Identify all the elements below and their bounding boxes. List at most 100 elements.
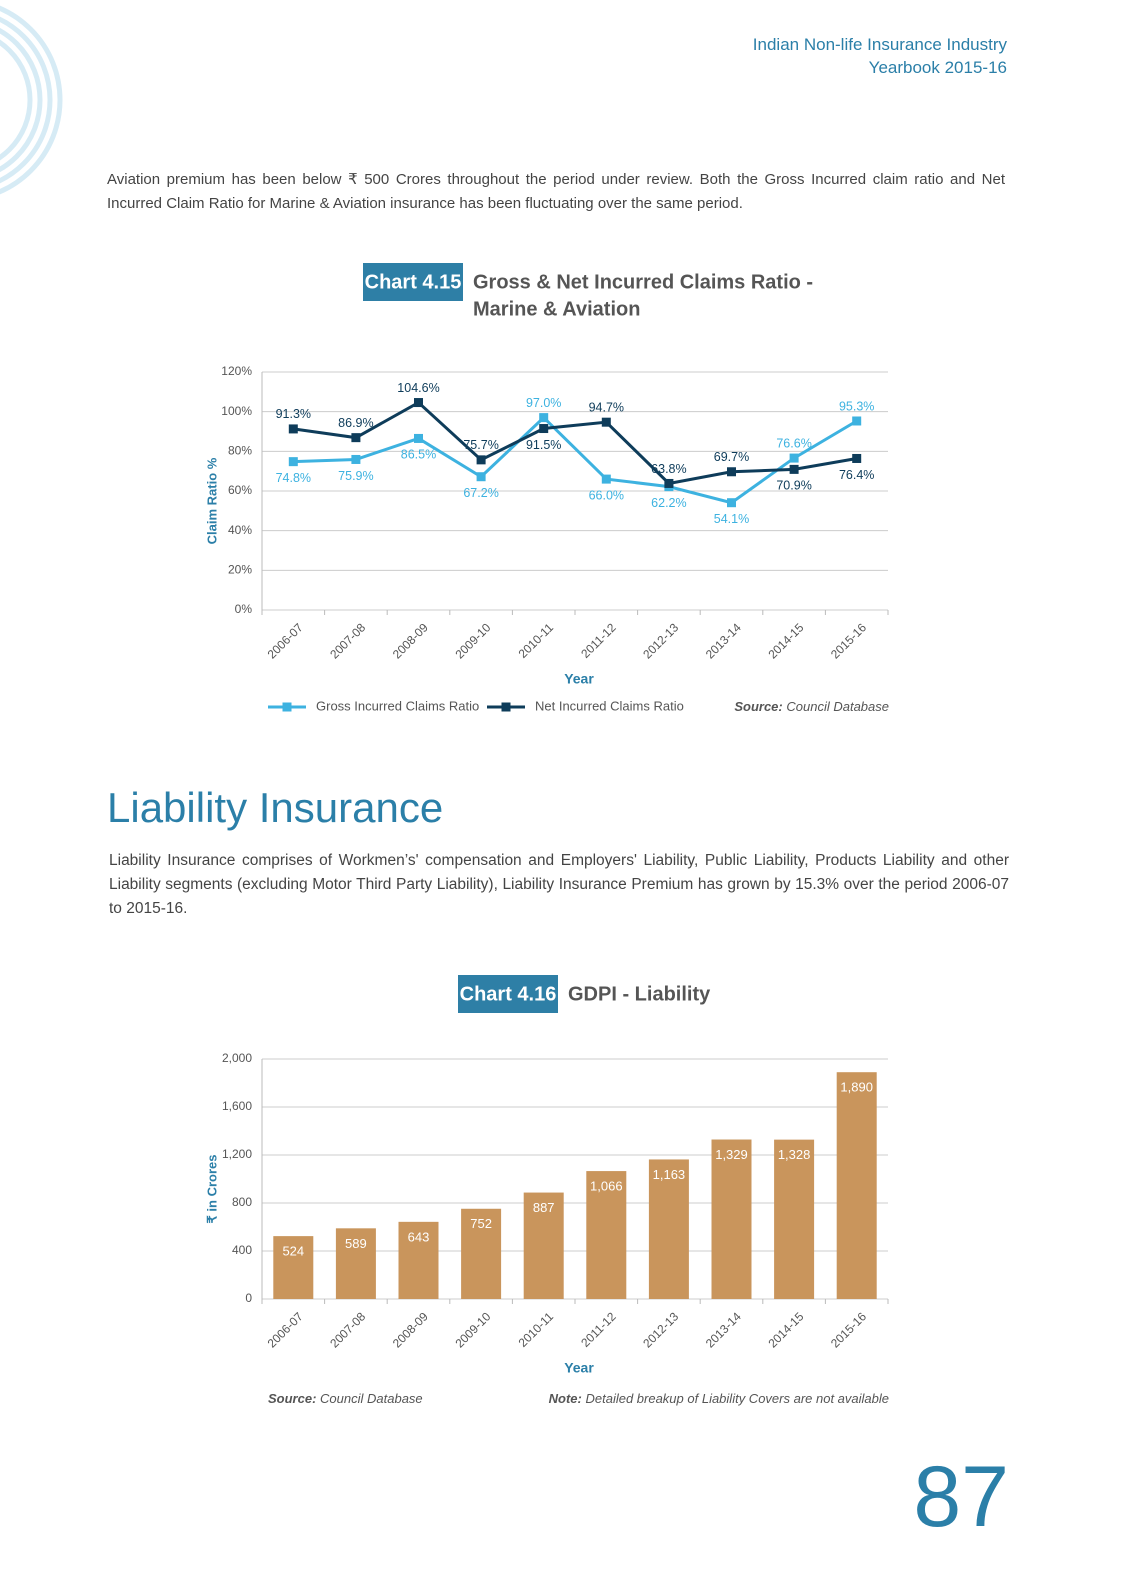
source-text: Source: Council Database [268, 1391, 423, 1406]
chart-title: GDPI - Liability [568, 983, 711, 1005]
legend-marker [501, 702, 511, 712]
point-marker [288, 457, 298, 467]
chart-title: Marine & Aviation [473, 298, 640, 320]
source-text: Note: Detailed breakup of Liability Cove… [549, 1391, 889, 1406]
data-label: 66.0% [589, 488, 624, 502]
source-value: Detailed breakup of Liability Covers are… [585, 1391, 889, 1406]
data-label: 589 [345, 1236, 367, 1251]
x-tick-label: 2012-13 [640, 1309, 681, 1350]
bar [586, 1171, 627, 1299]
y-tick-label: 2,000 [222, 1051, 252, 1065]
data-label: 1,328 [778, 1147, 811, 1162]
data-label: 54.1% [714, 512, 749, 526]
data-label: 86.5% [401, 448, 436, 462]
y-tick-label: 0 [245, 1291, 252, 1305]
x-axis-label: Year [564, 671, 594, 687]
section-title: Liability Insurance [107, 784, 444, 831]
bar [648, 1159, 689, 1299]
data-label: 62.2% [651, 496, 686, 510]
point-marker [288, 424, 298, 434]
data-label: 643 [408, 1229, 430, 1244]
bar [461, 1208, 502, 1299]
chart-label-box [363, 263, 463, 301]
x-tick-label: 2007-08 [327, 1309, 368, 1350]
y-tick-label: 100% [221, 404, 252, 418]
data-label: 1,890 [840, 1080, 873, 1095]
bar [273, 1236, 314, 1299]
data-label: 76.6% [776, 436, 811, 450]
y-axis-label: Claim Ratio % [204, 457, 219, 544]
x-tick-label: 2008-09 [390, 620, 431, 661]
point-marker [727, 498, 736, 508]
x-tick-label: 2010-11 [516, 1309, 557, 1350]
bar [523, 1192, 564, 1299]
data-label: 91.5% [526, 438, 561, 452]
point-marker [664, 478, 674, 488]
legend-marker [282, 702, 292, 712]
point-marker [476, 472, 486, 482]
data-label: 70.9% [776, 479, 811, 493]
chart-label-box [458, 975, 558, 1013]
point-marker [601, 474, 611, 484]
paragraph: Aviation premium has been below ₹ 500 Cr… [107, 171, 1005, 212]
chart-label: Chart 4.15 [365, 271, 462, 293]
x-tick-label: 2014-15 [765, 620, 806, 661]
source-value: Council Database [786, 699, 889, 714]
point-marker [414, 433, 423, 443]
header-line: Yearbook 2015-16 [868, 58, 1007, 77]
point-marker [789, 464, 799, 474]
data-label: 1,066 [590, 1179, 623, 1194]
bar [711, 1139, 752, 1299]
data-label: 67.2% [463, 486, 498, 500]
data-label: 94.7% [589, 400, 624, 414]
chart-label: Chart 4.16 [460, 983, 557, 1005]
data-label: 95.3% [839, 399, 874, 413]
source-label: Note: [549, 1391, 582, 1406]
series-line [293, 415, 858, 505]
y-axis-label: ₹ in Crores [204, 1155, 219, 1224]
chart-title: Gross & Net Incurred Claims Ratio - [473, 271, 813, 293]
x-tick-label: 2014-15 [765, 1309, 806, 1350]
point-marker [852, 453, 862, 463]
bar [398, 1221, 439, 1299]
y-tick-label: 800 [232, 1195, 252, 1209]
point-marker [601, 417, 611, 427]
point-marker [414, 398, 423, 408]
x-tick-label: 2011-12 [578, 1309, 619, 1350]
y-tick-label: 1,200 [222, 1147, 252, 1161]
data-label: 524 [282, 1244, 304, 1259]
data-label: 97.0% [526, 396, 561, 410]
data-label: 75.9% [338, 469, 373, 483]
decor-arcs [0, 5, 63, 195]
page-number: 87 [913, 1449, 1009, 1545]
data-label: 1,163 [653, 1167, 686, 1182]
y-tick-label: 20% [228, 563, 252, 577]
point-marker [852, 416, 862, 426]
series-line [293, 400, 857, 486]
y-tick-label: 120% [221, 364, 252, 378]
paragraph: Liability Insurance comprises of Workmen… [109, 852, 1009, 917]
data-label: 91.3% [276, 407, 311, 421]
source-value: Council Database [320, 1391, 423, 1406]
data-label: 887 [533, 1200, 555, 1215]
bar [836, 1072, 877, 1299]
x-tick-label: 2006-07 [265, 1309, 306, 1350]
x-tick-label: 2015-16 [828, 620, 869, 661]
data-label: 63.8% [651, 462, 686, 476]
data-label: 86.9% [338, 416, 373, 430]
bar [774, 1139, 815, 1299]
data-label: 104.6% [397, 381, 439, 395]
source-label: Source: [268, 1391, 316, 1406]
point-marker [351, 433, 361, 443]
point-marker [351, 454, 361, 464]
x-tick-label: 2009-10 [452, 620, 493, 661]
x-tick-label: 2008-09 [390, 1309, 431, 1350]
data-label: 76.4% [839, 468, 874, 482]
x-tick-label: 2009-10 [452, 1309, 493, 1350]
x-tick-label: 2013-14 [703, 1309, 744, 1350]
x-tick-label: 2013-14 [703, 620, 744, 661]
y-tick-label: 400 [232, 1243, 252, 1257]
legend-label: Gross Incurred Claims Ratio [316, 698, 479, 713]
legend-label: Net Incurred Claims Ratio [535, 698, 684, 713]
